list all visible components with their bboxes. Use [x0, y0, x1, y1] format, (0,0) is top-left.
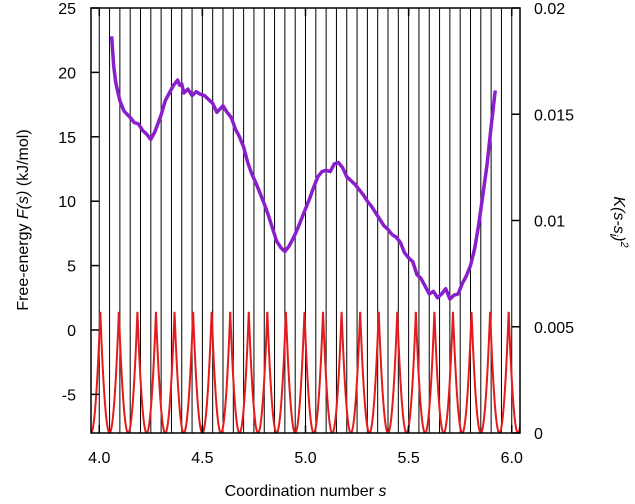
- y-axis-right: 0 0.005 0.01 0.015 0.02: [512, 1, 574, 443]
- y-left-tick-label: 0: [67, 323, 76, 340]
- x-tick-label: 5.5: [398, 450, 420, 467]
- bias-window-curve: [340, 311, 362, 433]
- y-right-tick-label: 0: [534, 426, 543, 443]
- free-energy-series: [109, 36, 497, 301]
- x-axis-title: Coordination number s: [225, 483, 387, 500]
- x-tick-label: 4.5: [191, 450, 213, 467]
- bias-window-curve: [154, 311, 176, 433]
- bias-window-curve: [210, 311, 232, 433]
- y-left-tick-label: 5: [67, 259, 76, 276]
- y-right-axis-title: K(s-si)2: [607, 196, 630, 247]
- y-right-tick-label: 0.015: [534, 107, 574, 124]
- y-axis-left: -5 0 5 10 15 20 25: [58, 1, 99, 404]
- y-left-axis-title: Free-energy F(s) (kJ/mol): [15, 129, 32, 310]
- y-left-tick-label: 25: [58, 1, 76, 18]
- bias-window-curve: [414, 311, 436, 433]
- bias-window-curve: [470, 311, 492, 433]
- bias-window-curve: [229, 311, 250, 433]
- bias-window-curve: [284, 311, 306, 433]
- bias-window-curve: [247, 311, 269, 433]
- y-left-tick-label: -5: [62, 387, 76, 404]
- y-left-tick-label: 15: [58, 130, 76, 147]
- x-axis: 4.0 4.5 5.0 5.5 6.0: [88, 8, 523, 467]
- y-left-tick-label: 20: [58, 65, 76, 82]
- bias-window-curve: [377, 311, 399, 433]
- bias-window-curve: [173, 311, 195, 433]
- bias-potentials: [91, 311, 520, 433]
- bias-window-curve: [91, 311, 102, 433]
- bias-window-curve: [266, 311, 287, 433]
- x-tick-label: 4.0: [88, 450, 110, 467]
- bias-window-curve: [451, 311, 473, 433]
- bias-window-curve: [117, 311, 139, 433]
- bias-window-curve: [489, 311, 510, 433]
- x-tick-label: 5.0: [294, 450, 316, 467]
- y-left-tick-label: 10: [58, 194, 76, 211]
- free-energy-line: [109, 36, 497, 301]
- bias-window-curve: [303, 311, 325, 433]
- bias-window-curve: [192, 311, 213, 433]
- bias-window-curve: [322, 311, 343, 433]
- bias-window-curve: [136, 311, 157, 433]
- y-right-tick-label: 0.01: [534, 214, 565, 231]
- bias-window-curve: [99, 311, 120, 433]
- bias-window-curve: [396, 311, 417, 433]
- bias-window-curve: [359, 311, 380, 433]
- bias-window-curve: [433, 311, 454, 433]
- bias-window-curve: [507, 311, 520, 433]
- y-right-tick-label: 0.005: [534, 320, 574, 337]
- x-tick-label: 6.0: [501, 450, 523, 467]
- y-right-tick-label: 0.02: [534, 1, 565, 18]
